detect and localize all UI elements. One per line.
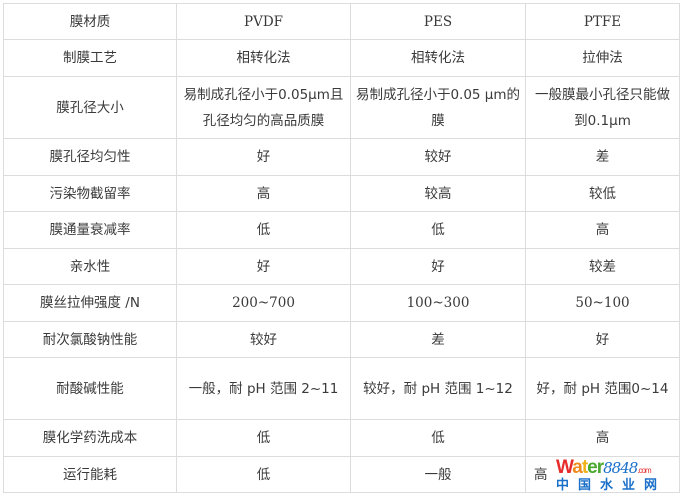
- table-cell: PES: [350, 3, 526, 40]
- table-cell: 差: [350, 321, 526, 358]
- table-cell: 一般，耐 pH 范围 2~11: [176, 357, 351, 420]
- table-cell: PVDF: [176, 3, 351, 40]
- comparison-table: 膜材质 PVDF PES PTFE 制膜工艺 相转化法 相转化法 拉伸法 膜孔径大小 易制成孔径小…: [3, 3, 680, 493]
- table-row: 膜通量衰减率低低高: [3, 211, 680, 249]
- table-cell: 低: [176, 211, 351, 249]
- table-cell: 低: [176, 419, 351, 457]
- table-row: 污染物截留率高较高 较低: [3, 175, 680, 212]
- row-label: 耐酸碱性能: [3, 357, 177, 420]
- table-cell: 好: [525, 321, 680, 358]
- table-row: 膜丝拉伸强度 /N 200~700 100~300 50~100: [3, 284, 680, 322]
- table-cell: 相转化法: [350, 39, 526, 77]
- table-cell: 较好: [350, 138, 526, 176]
- table-cell: 高: [525, 456, 680, 493]
- row-label: 膜材质: [3, 3, 177, 40]
- table-cell: 低: [176, 456, 351, 493]
- table-cell: 相转化法: [176, 39, 351, 77]
- row-label: 膜通量衰减率: [3, 211, 177, 249]
- row-label: 膜孔径大小: [3, 76, 177, 139]
- table-cell: 高: [176, 175, 351, 212]
- watermark-logo: Water8848.com 中国水业网: [556, 457, 667, 493]
- table-cell: 易制成孔径小于0.05 μm的膜: [350, 76, 526, 139]
- row-label: 膜丝拉伸强度 /N: [3, 284, 177, 322]
- row-label: 耐次氯酸钠性能: [3, 321, 177, 358]
- table-cell: 50~100: [525, 284, 680, 322]
- table-row: 运行能耗低一般高: [3, 456, 680, 493]
- table-cell: 好: [176, 138, 351, 176]
- table-cell: 好: [350, 248, 526, 285]
- table-cell: 200~700: [176, 284, 351, 322]
- table-cell: 100~300: [350, 284, 526, 322]
- table-row: 制膜工艺 相转化法 相转化法 拉伸法: [3, 39, 680, 77]
- table-cell: 好，耐 pH 范围0~14: [525, 357, 680, 420]
- table-row: 膜孔径均匀性好较好差: [3, 138, 680, 176]
- table-cell: 较好: [176, 321, 351, 358]
- table-cell: 低: [350, 419, 526, 457]
- row-label: 污染物截留率: [3, 175, 177, 212]
- table-row: 膜化学药洗成本低低高: [3, 419, 680, 457]
- table-cell: 好: [176, 248, 351, 285]
- table-cell: 较低: [525, 175, 680, 212]
- table-cell: 一般膜最小孔径只能做到0.1μm: [525, 76, 680, 139]
- row-label: 运行能耗: [3, 456, 177, 493]
- header-row: 膜材质 PVDF PES PTFE: [3, 3, 680, 40]
- table-cell: 一般: [350, 456, 526, 493]
- table-row: 膜孔径大小 易制成孔径小于0.05μm且孔径均匀的高品质膜 易制成孔径小于0.05 …: [3, 76, 680, 139]
- table-cell: 拉伸法: [525, 39, 680, 77]
- table-cell: 易制成孔径小于0.05μm且孔径均匀的高品质膜: [176, 76, 351, 139]
- row-label: 亲水性: [3, 248, 177, 285]
- table-cell: 较好，耐 pH 范围 1~12: [350, 357, 526, 420]
- row-label: 膜孔径均匀性: [3, 138, 177, 176]
- table-cell: 低: [350, 211, 526, 249]
- row-label: 膜化学药洗成本: [3, 419, 177, 457]
- table-cell: 差: [525, 138, 680, 176]
- table-cell: PTFE: [525, 3, 680, 40]
- table-cell: 较差: [525, 248, 680, 285]
- table-cell: 较高: [350, 175, 526, 212]
- table-row: 耐酸碱性能 一般，耐 pH 范围 2~11 较好，耐 pH 范围 1~12 好，耐 p…: [3, 357, 680, 420]
- table-row: 耐次氯酸钠性能 较好差好: [3, 321, 680, 358]
- table-row: 亲水性好好较差: [3, 248, 680, 285]
- row-label: 制膜工艺: [3, 39, 177, 77]
- table-cell: 高: [525, 211, 680, 249]
- table-cell: 高: [525, 419, 680, 457]
